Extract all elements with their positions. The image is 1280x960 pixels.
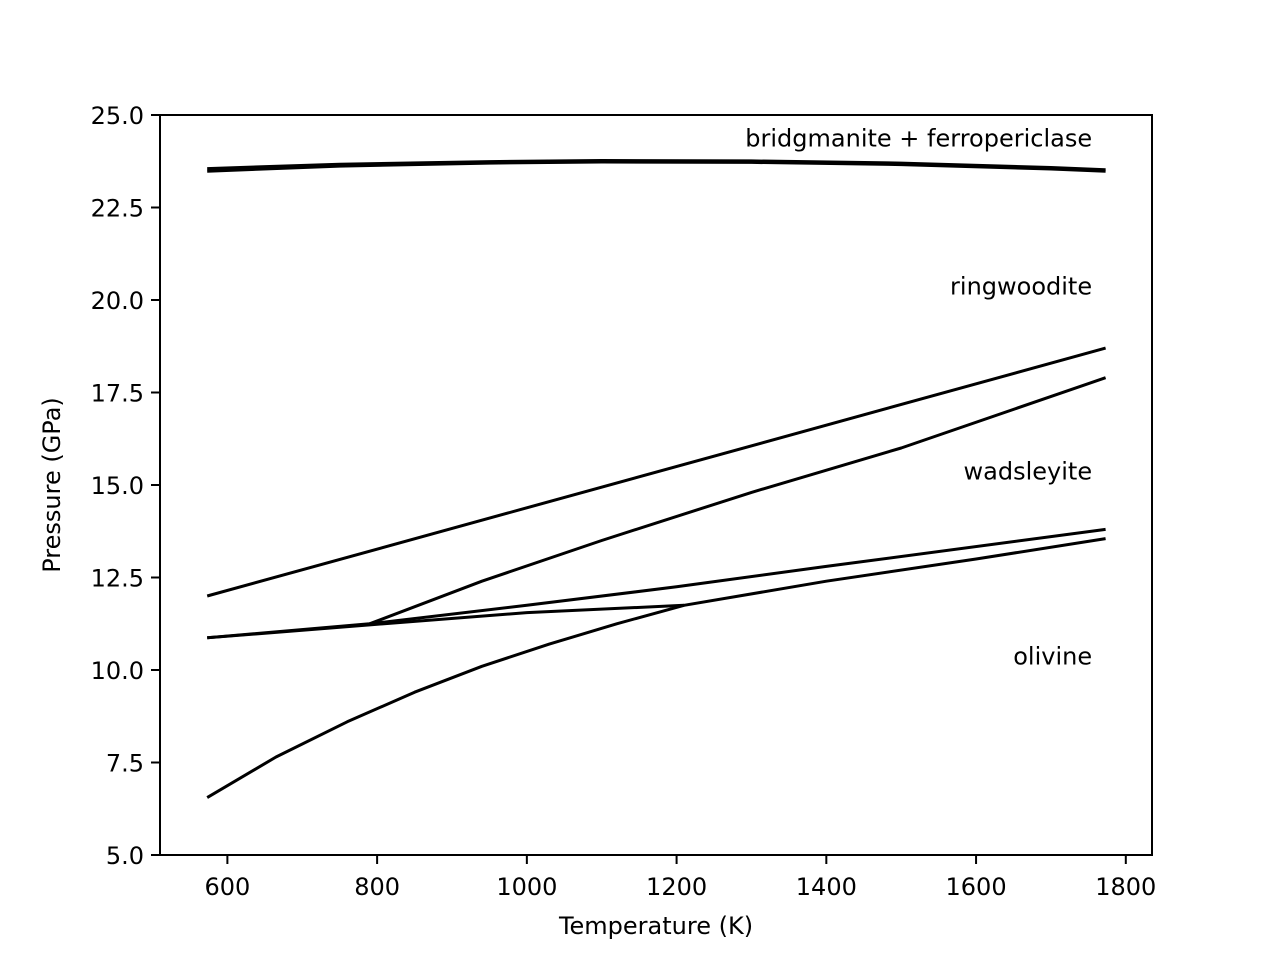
series-line-7 [206,537,1106,799]
x-tick-label: 800 [354,873,400,901]
region-label-1: bridgmanite + ferropericlase [745,124,1092,152]
x-tick-label: 600 [204,873,250,901]
y-tick-label: 15.0 [91,472,144,500]
y-tick-label: 25.0 [91,102,144,130]
region-label-2: ringwoodite [950,272,1092,300]
series-line-6 [207,603,685,640]
y-axis-title: Pressure (GPa) [38,397,66,573]
region-label-3: wadsleyite [964,457,1093,485]
series-line-5 [207,527,1106,640]
x-tick-label: 1000 [496,873,557,901]
y-tick-label: 20.0 [91,287,144,315]
region-labels: bridgmanite + ferropericlase ringwoodite w… [745,124,1092,670]
y-tick-label: 5.0 [106,842,144,870]
x-axis-ticks: 600 800 1000 1200 1400 1600 1800 [204,855,1156,901]
x-tick-label: 1400 [796,873,857,901]
y-tick-label: 12.5 [91,565,144,593]
x-axis-title: Temperature (K) [558,912,753,940]
x-tick-label: 1200 [646,873,707,901]
y-tick-label: 7.5 [106,750,144,778]
y-tick-label: 22.5 [91,195,144,223]
series-line-3 [206,346,1106,598]
series-lines [206,159,1107,799]
y-tick-label: 10.0 [91,657,144,685]
y-axis-ticks: 5.0 7.5 10.0 12.5 15.0 17.5 20.0 22.5 25.0 [91,102,160,870]
series-line-2 [207,160,1106,173]
y-tick-label: 17.5 [91,380,144,408]
x-tick-label: 1600 [946,873,1007,901]
x-tick-label: 1800 [1095,873,1156,901]
series-line-4 [369,376,1107,626]
region-label-4: olivine [1013,642,1092,670]
